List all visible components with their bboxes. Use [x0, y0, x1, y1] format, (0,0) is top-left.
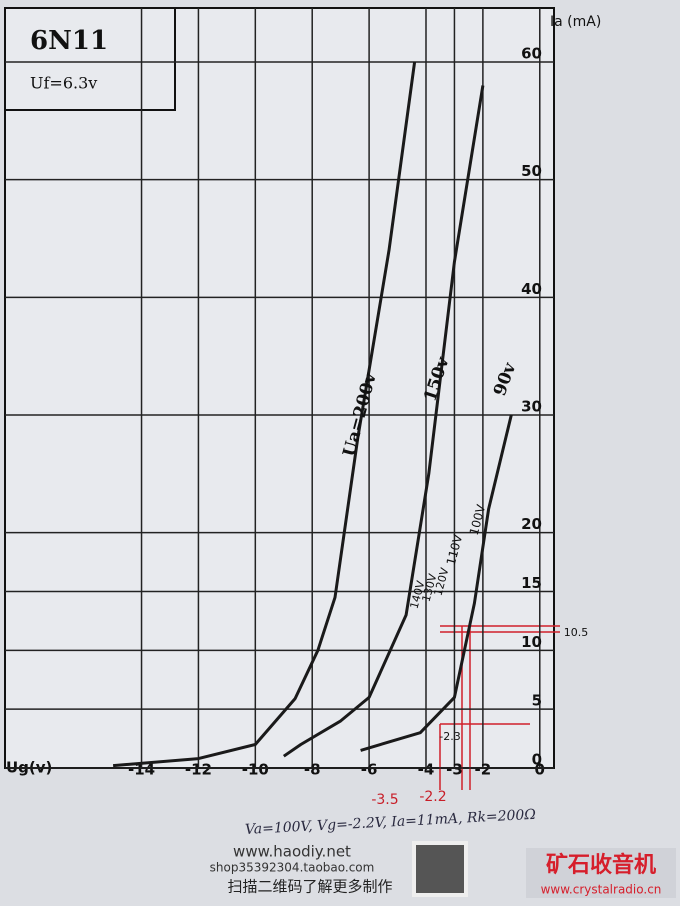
annotation: -2.2 [419, 789, 446, 805]
curve [282, 85, 485, 758]
annotation: 10.5 [564, 626, 589, 639]
y-tick-label: 60 [521, 45, 542, 63]
y-axis-label: Ia (mA) [550, 14, 601, 30]
y-tick-label: 40 [521, 280, 542, 298]
title-box [4, 7, 176, 111]
watermark-shop: shop35392304.taobao.com [210, 861, 375, 875]
y-tick-label: 0 [532, 751, 542, 769]
x-tick-label: 0 [535, 761, 545, 779]
y-tick-label: 20 [521, 515, 542, 533]
x-tick-label: -3 [446, 761, 463, 779]
watermark-site: www.haodiy.net [233, 843, 351, 861]
annotation: -2.3 [439, 730, 460, 743]
qr-code [412, 841, 468, 897]
x-tick-label: -8 [304, 761, 321, 779]
chart-subtitle: Uf=6.3v [30, 74, 97, 93]
chart-title: 6N11 [30, 26, 108, 56]
y-tick-label: 15 [521, 574, 542, 592]
annotation: -3.5 [371, 792, 398, 808]
curve [360, 414, 513, 752]
x-tick-label: -6 [361, 761, 378, 779]
y-tick-label: 5 [532, 692, 542, 710]
x-tick-label: -4 [418, 761, 435, 779]
x-tick-label: -12 [185, 761, 212, 779]
y-tick-label: 10 [521, 633, 542, 651]
x-tick-label: -10 [242, 761, 269, 779]
x-tick-label: -2 [475, 761, 492, 779]
watermark-scan: 扫描二维码了解更多制作 [227, 878, 392, 896]
brand-badge [526, 848, 676, 898]
y-tick-label: 30 [521, 398, 542, 416]
y-tick-label: 50 [521, 162, 542, 180]
curve [112, 61, 417, 768]
watermark-brand: 矿石收音机 [546, 852, 656, 878]
watermark-brand-url: www.crystalradio.cn [541, 883, 662, 897]
plot-frame [4, 7, 555, 769]
